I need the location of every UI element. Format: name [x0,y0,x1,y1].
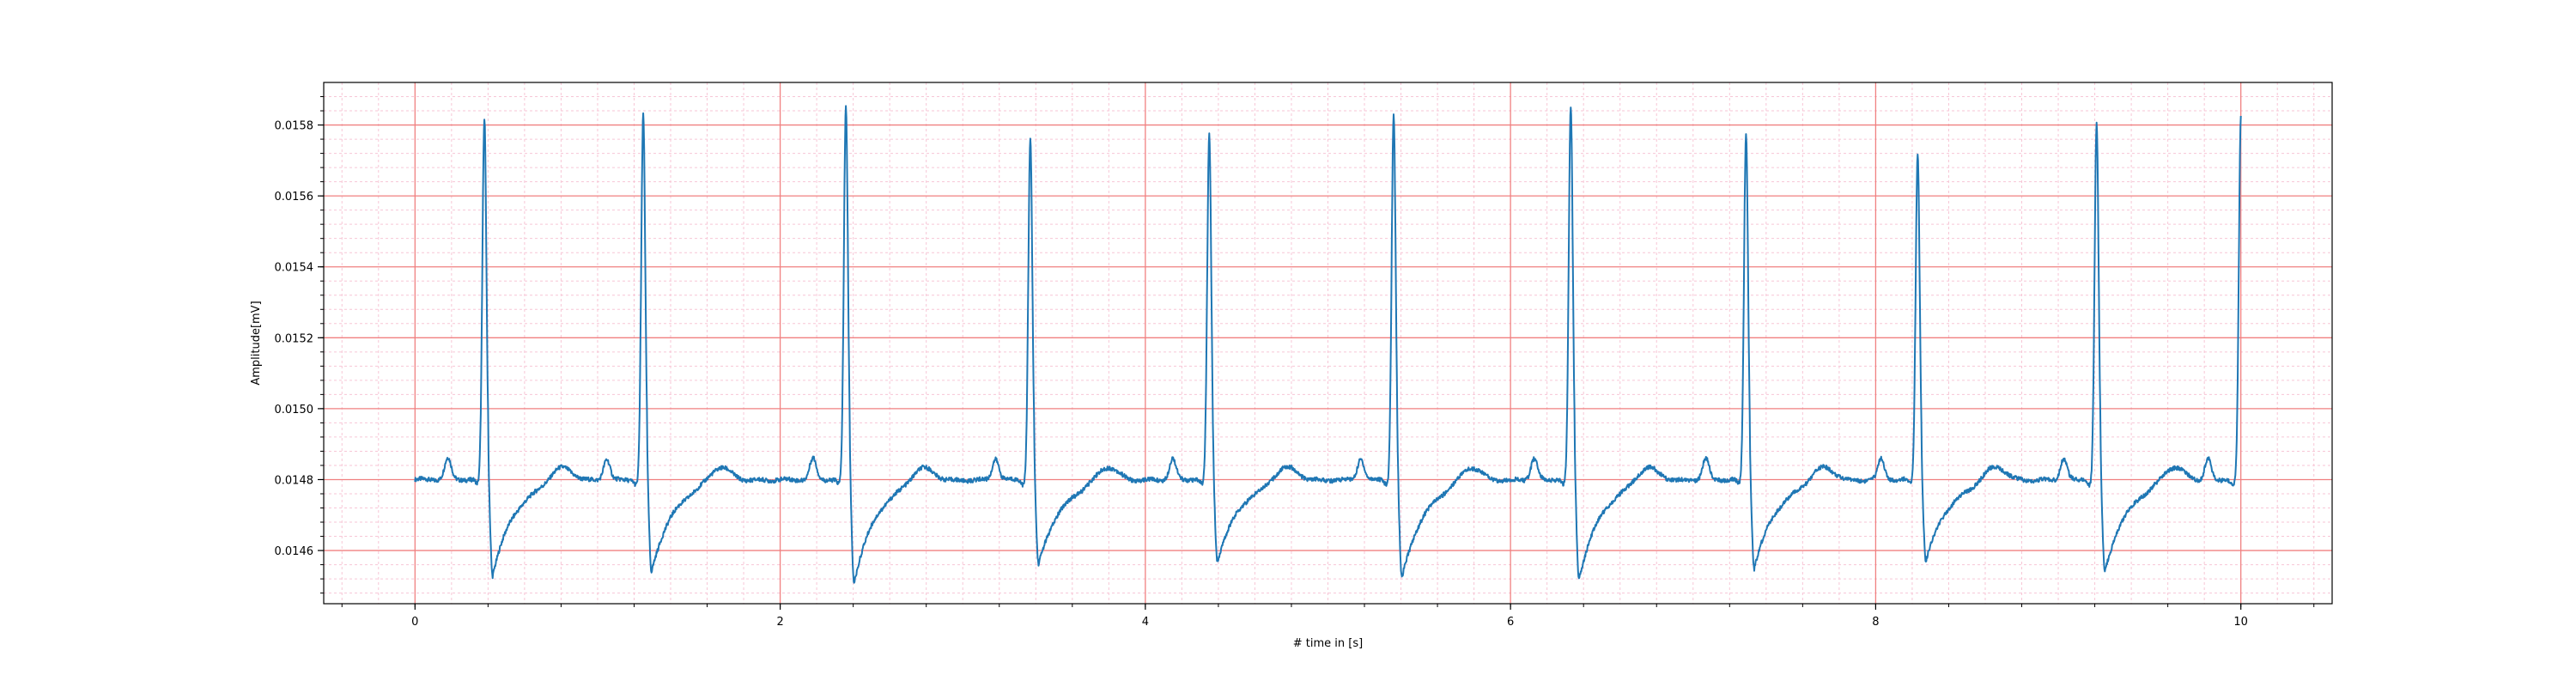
plot-frame [323,82,2333,605]
x-tick-label: 2 [776,616,783,629]
x-tick-label: 4 [1142,616,1149,629]
y-tick-label: 0.0156 [275,191,314,204]
x-axis: 0 2 4 6 8 10 [341,604,2315,629]
y-tick-label: 0.0158 [275,120,314,133]
x-tick-label: 8 [1872,616,1879,629]
y-tick-label: 0.0154 [275,262,314,275]
x-axis-title: # time in [s] [1293,637,1363,650]
y-tick-label: 0.0152 [275,332,314,345]
y-axis: 0.0146 0.0148 0.0150 0.0152 0.0154 0.0156 0.01… [275,96,324,594]
y-tick-label: 0.0146 [275,545,314,558]
ecg-series-line [414,105,2242,584]
x-tick-label: 0 [411,616,418,629]
series-layer [414,105,2242,584]
minor-grid [324,82,2332,604]
y-tick-label: 0.0148 [275,474,314,487]
x-tick-label: 10 [2233,616,2248,629]
x-tick-label: 6 [1507,616,1514,629]
y-tick-label: 0.0150 [275,404,314,416]
major-grid [324,82,2332,604]
y-axis-title: Amplitude[mV] [250,301,263,385]
